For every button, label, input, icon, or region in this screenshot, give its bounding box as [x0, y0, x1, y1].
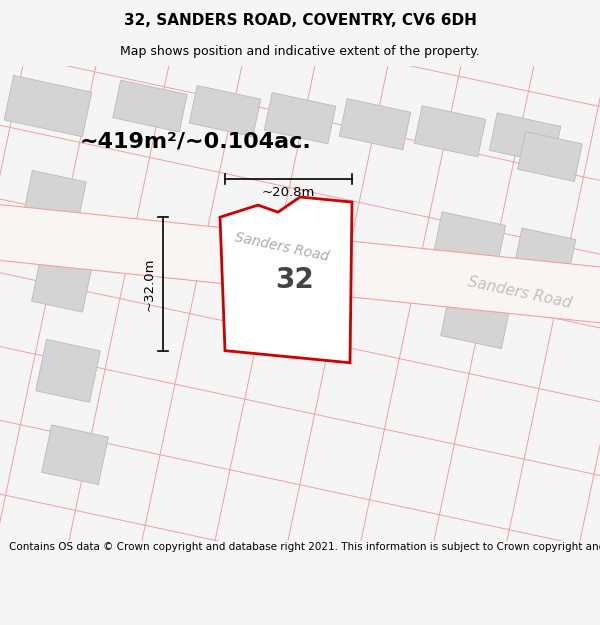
Polygon shape [414, 106, 486, 157]
Text: Contains OS data © Crown copyright and database right 2021. This information is : Contains OS data © Crown copyright and d… [9, 542, 600, 552]
Polygon shape [35, 339, 100, 402]
Polygon shape [189, 86, 261, 137]
Polygon shape [514, 228, 576, 277]
Polygon shape [434, 212, 506, 263]
Polygon shape [0, 199, 600, 328]
Text: ~20.8m: ~20.8m [262, 186, 315, 199]
Polygon shape [24, 171, 86, 224]
Polygon shape [518, 132, 583, 181]
Polygon shape [339, 99, 411, 150]
Text: ~419m²/~0.104ac.: ~419m²/~0.104ac. [79, 131, 311, 151]
Text: ~32.0m: ~32.0m [143, 257, 155, 311]
Polygon shape [32, 254, 92, 312]
Polygon shape [220, 197, 352, 362]
Polygon shape [441, 298, 509, 349]
Polygon shape [489, 112, 561, 164]
Text: Map shows position and indicative extent of the property.: Map shows position and indicative extent… [120, 44, 480, 58]
Polygon shape [113, 80, 187, 132]
Text: 32: 32 [275, 266, 314, 294]
Polygon shape [41, 425, 109, 484]
Text: 32, SANDERS ROAD, COVENTRY, CV6 6DH: 32, SANDERS ROAD, COVENTRY, CV6 6DH [124, 13, 476, 28]
Text: Sanders Road: Sanders Road [467, 275, 573, 311]
Text: Sanders Road: Sanders Road [233, 231, 331, 264]
Polygon shape [264, 92, 336, 144]
Polygon shape [4, 76, 92, 137]
